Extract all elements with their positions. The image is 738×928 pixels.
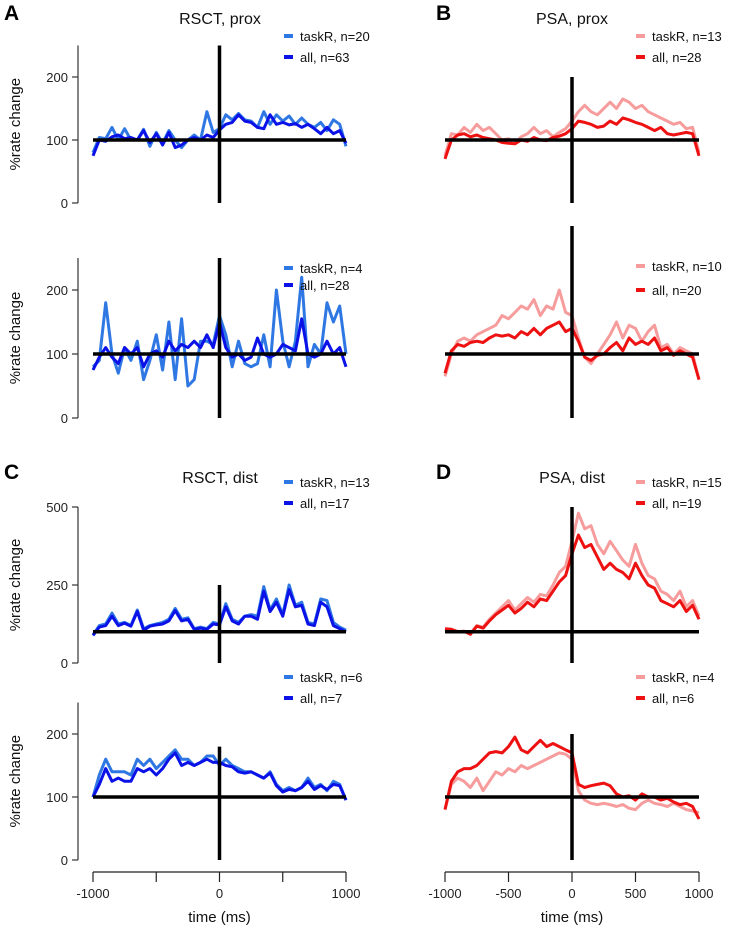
legend-label: taskR, n=4: [300, 261, 363, 276]
y-tick-label: 100: [46, 347, 68, 362]
x-tick-label: -1000: [428, 886, 461, 901]
y-tick-label: 200: [46, 283, 68, 298]
panel-title: PSA, dist: [539, 470, 605, 487]
y-tick-label: 0: [61, 656, 68, 671]
y-axis-label: %rate change: [7, 78, 24, 171]
y-tick-label: 200: [46, 727, 68, 742]
panel-letter: A: [4, 2, 19, 25]
legend-label: all, n=28: [652, 50, 702, 65]
x-tick-label: 0: [568, 886, 575, 901]
legend-label: all, n=20: [652, 283, 702, 298]
legend-label: taskR, n=4: [652, 670, 715, 685]
legend-label: all, n=63: [300, 50, 350, 65]
x-tick-label: 1000: [685, 886, 714, 901]
legend-label: all, n=17: [300, 496, 350, 511]
y-tick-label: 200: [46, 70, 68, 85]
legend-label: taskR, n=13: [652, 29, 722, 44]
panel-letter: D: [436, 461, 451, 484]
legend-label: taskR, n=13: [300, 475, 370, 490]
y-tick-label: 0: [61, 411, 68, 426]
x-tick-label: 1000: [332, 886, 361, 901]
x-tick-label: 0: [216, 886, 223, 901]
y-axis-label: %rate change: [7, 539, 24, 632]
legend-label: taskR, n=10: [652, 259, 722, 274]
panel-title: RSCT, dist: [182, 470, 258, 487]
legend-label: taskR, n=15: [652, 475, 722, 490]
x-tick-label: -500: [495, 886, 521, 901]
y-tick-label: 100: [46, 790, 68, 805]
y-tick-label: 100: [46, 133, 68, 148]
y-axis-label: %rate change: [7, 292, 24, 385]
panel-title: PSA, prox: [536, 11, 608, 28]
y-tick-label: 0: [61, 853, 68, 868]
y-tick-label: 0: [61, 196, 68, 211]
y-axis-label: %rate change: [7, 735, 24, 828]
panel-title: RSCT, prox: [179, 11, 261, 28]
x-tick-label: 500: [625, 886, 647, 901]
x-axis-label: time (ms): [541, 909, 604, 926]
legend-label: all, n=19: [652, 496, 702, 511]
legend-label: all, n=28: [300, 278, 350, 293]
panel-letter: B: [436, 2, 451, 25]
legend-label: all, n=7: [300, 691, 342, 706]
y-tick-label: 250: [46, 578, 68, 593]
x-tick-label: -1000: [76, 886, 109, 901]
y-tick-label: 500: [46, 500, 68, 515]
panel-letter: C: [4, 461, 19, 484]
legend-label: taskR, n=6: [300, 670, 363, 685]
x-axis-label: time (ms): [188, 909, 251, 926]
legend-label: all, n=6: [652, 691, 694, 706]
legend-label: taskR, n=20: [300, 29, 370, 44]
